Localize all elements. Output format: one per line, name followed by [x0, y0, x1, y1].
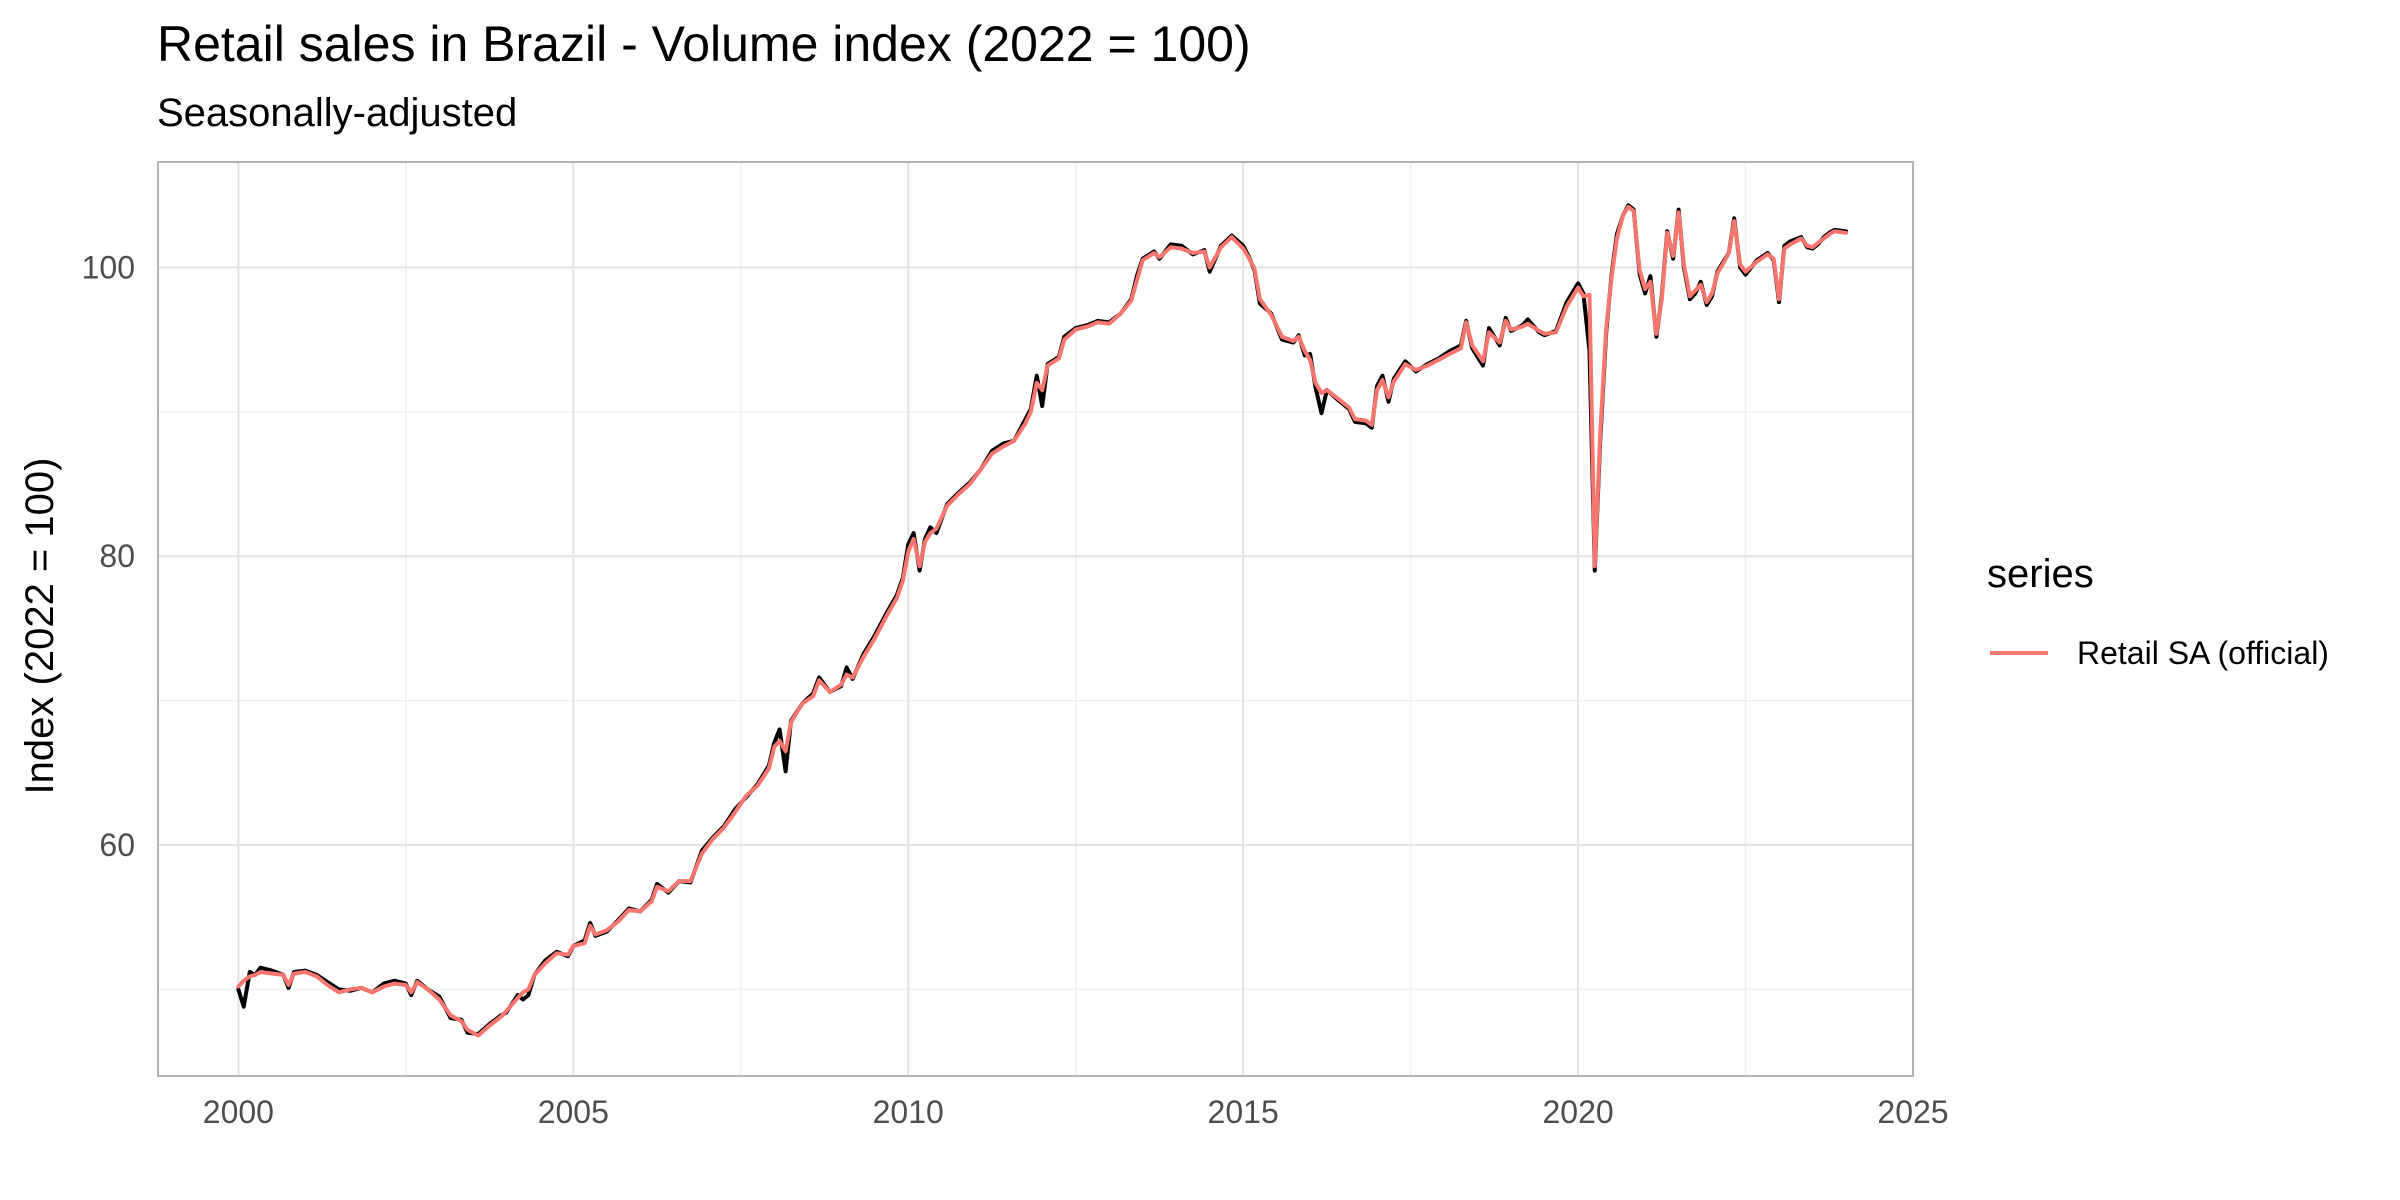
major-gridlines [158, 162, 1914, 1076]
x-tick-label: 2005 [538, 1094, 609, 1130]
x-tick-label: 2020 [1542, 1094, 1613, 1130]
series-line-retail-sa-official [236, 204, 1848, 1038]
x-tick-label: 2015 [1208, 1094, 1279, 1130]
chart-title: Retail sales in Brazil - Volume index (2… [157, 16, 1251, 72]
y-axis-tick-labels: 60 80 100 [82, 249, 135, 863]
x-tick-label: 2000 [203, 1094, 274, 1130]
x-tick-label: 2025 [1877, 1094, 1948, 1130]
y-tick-label: 80 [99, 538, 135, 574]
x-tick-label: 2010 [873, 1094, 944, 1130]
y-tick-label: 100 [82, 249, 135, 285]
minor-gridlines [158, 162, 1913, 1076]
chart-subtitle: Seasonally-adjusted [157, 91, 518, 135]
plot-panel-border [157, 161, 1914, 1077]
y-tick-label: 60 [99, 827, 135, 863]
x-axis-tick-labels: 2000 2005 2010 2015 2020 2025 [203, 1094, 1949, 1130]
series-lines [236, 203, 1848, 1038]
legend-entries: Retail SA (official) [1990, 635, 2329, 671]
legend: series Retail SA (official) [1987, 552, 2329, 671]
legend-entry-label: Retail SA (official) [2077, 635, 2329, 671]
legend-title: series [1987, 552, 2094, 596]
y-axis-title: Index (2022 = 100) [18, 458, 62, 795]
